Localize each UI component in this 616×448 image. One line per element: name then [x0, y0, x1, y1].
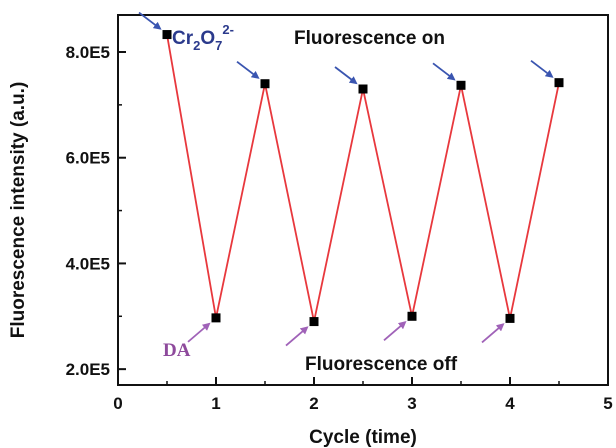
peak-arrow — [138, 11, 162, 30]
series-line — [166, 34, 560, 322]
data-point — [554, 78, 564, 88]
trough-arrow — [187, 322, 211, 343]
x-tick-label: 2 — [309, 394, 318, 413]
data-point — [309, 317, 319, 327]
data-point — [260, 79, 270, 89]
y-tick-label: 4.0E5 — [66, 254, 110, 273]
x-tick-label: 1 — [211, 394, 220, 413]
x-tick-label: 0 — [113, 394, 122, 413]
data-point — [162, 30, 172, 40]
y-axis-title: Fluorescence intensity (a.u.) — [8, 82, 29, 339]
fluorescence-off-label: Fluorescence off — [305, 354, 458, 375]
peak-arrow — [236, 60, 260, 79]
data-point — [505, 313, 515, 323]
cr2o7-label: Cr2O72- — [172, 22, 234, 53]
data-point — [407, 311, 417, 321]
trough-arrow — [285, 326, 309, 347]
data-point — [456, 80, 466, 90]
cr-mid: O — [200, 28, 215, 49]
trough-arrow — [481, 323, 505, 344]
data-point — [358, 84, 368, 94]
da-label: DA — [163, 340, 191, 361]
y-tick-label: 6.0E5 — [66, 149, 110, 168]
cr-sup: 2- — [222, 22, 234, 37]
cr-sub2: 7 — [215, 38, 222, 53]
peak-arrow — [530, 59, 554, 78]
x-tick-label: 3 — [407, 394, 416, 413]
x-axis-title: Cycle (time) — [309, 427, 417, 448]
cr-sub1: 2 — [193, 38, 200, 53]
trough-arrow — [383, 320, 407, 341]
peak-arrow — [432, 62, 456, 81]
y-tick-label: 2.0E5 — [66, 360, 110, 379]
fluorescence-on-label: Fluorescence on — [294, 28, 445, 49]
y-tick-label: 8.0E5 — [66, 43, 110, 62]
x-tick-label: 4 — [505, 394, 515, 413]
x-tick-label: 5 — [603, 394, 612, 413]
cr-base: Cr — [172, 28, 194, 49]
peak-arrow — [334, 66, 358, 85]
data-point — [211, 313, 221, 323]
